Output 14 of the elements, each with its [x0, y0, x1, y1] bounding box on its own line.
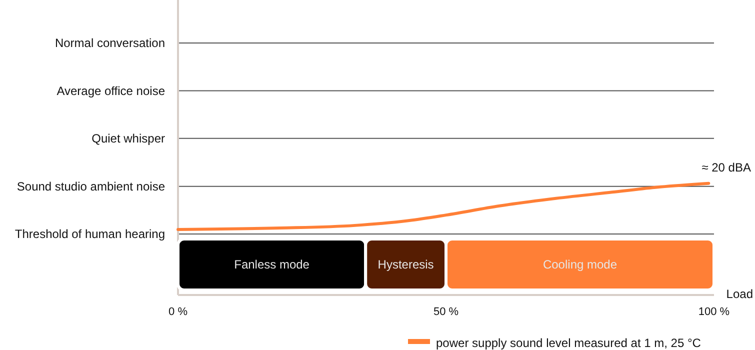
x-tick-label: 50 % — [433, 306, 459, 318]
band-label: Cooling mode — [542, 258, 618, 272]
ref-line-label: Threshold of human hearing — [14, 227, 165, 242]
ref-line-label: Normal conversation — [54, 36, 165, 50]
legend-label: power supply sound level measured at 1 m, 25 °C — [436, 336, 702, 350]
x-tick-label: 100 % — [698, 306, 730, 318]
ref-line-label: Sound studio ambient noise — [16, 180, 166, 194]
ref-line-label: Quiet whisper — [92, 132, 165, 146]
band-label: Fanless mode — [234, 258, 310, 272]
ref-line-label: Average office noise — [56, 84, 166, 98]
band-label: Hysteresis — [378, 258, 434, 272]
x-tick-label: 0 % — [168, 306, 188, 318]
x-axis-title: Load — [726, 287, 753, 301]
text: ≈ 20 dBA — [702, 160, 751, 174]
